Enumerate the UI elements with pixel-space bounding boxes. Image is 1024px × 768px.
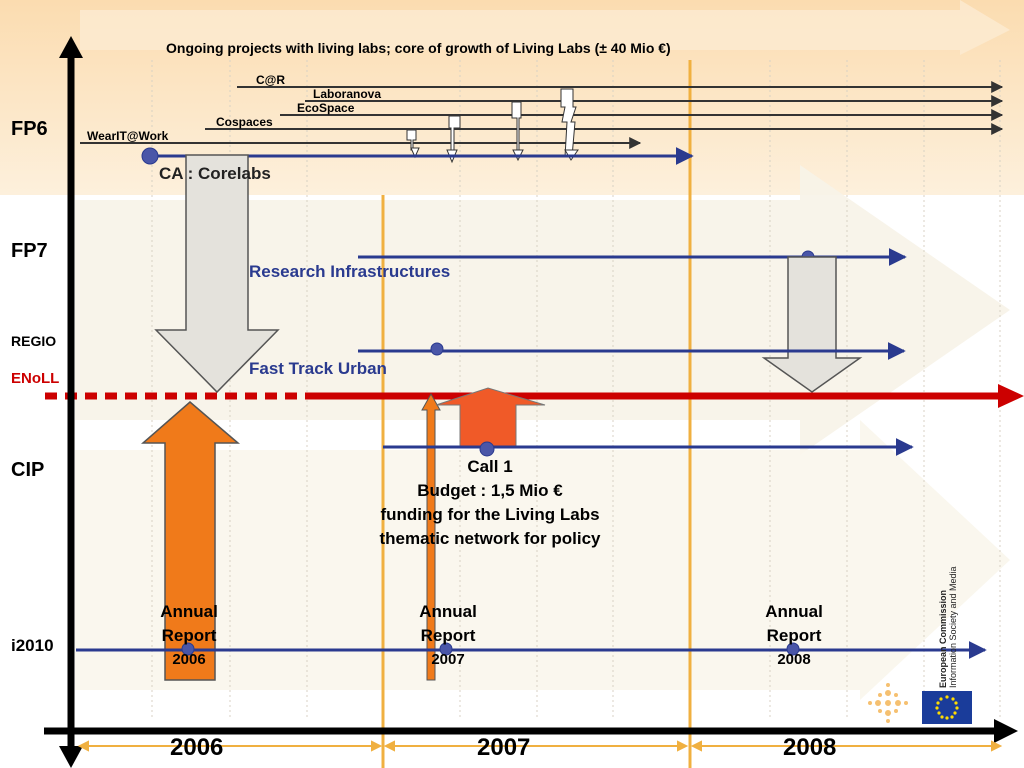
enoll-arrowhead xyxy=(998,384,1024,408)
regio-dot xyxy=(430,342,444,356)
corelabs-label: CA : Corelabs xyxy=(159,164,271,183)
project-wearit: WearIT@Work xyxy=(87,129,169,143)
annual-report-2006-line1: Annual xyxy=(160,602,218,621)
call1-line4: thematic network for policy xyxy=(379,529,601,548)
annual-report-2007-line2: Report xyxy=(420,626,476,645)
i2010-dot-2008 xyxy=(786,642,800,656)
call1-text: Call 1 Budget : 1,5 Mio € funding for th… xyxy=(340,455,640,551)
annual-report-2008-line1: Annual xyxy=(765,602,823,621)
grid-lines xyxy=(151,60,1001,720)
project-laboranova: Laboranova xyxy=(313,87,382,101)
year-range-arrows xyxy=(77,740,1003,752)
annual-report-2007-line3: 2007 xyxy=(431,651,465,668)
annual-report-2006-line3: 2006 xyxy=(172,651,206,668)
i2010-dot-2006 xyxy=(181,642,195,656)
call1-line1: Call 1 xyxy=(467,457,513,476)
logo-line1: European Commission xyxy=(938,589,948,688)
i2010-dot-2007 xyxy=(439,642,453,656)
annual-report-2007-line1: Annual xyxy=(419,602,477,621)
eu-flag xyxy=(922,691,972,724)
row-label-fp7: FP7 xyxy=(11,240,48,262)
chart-title: Ongoing projects with living labs; core … xyxy=(166,40,671,56)
call1-line2: Budget : 1,5 Mio € xyxy=(417,481,563,500)
row-label-fp6: FP6 xyxy=(11,118,48,140)
corelabs-dot xyxy=(141,147,159,165)
orange-up-arrow-2006 xyxy=(140,401,241,681)
fp6-project-lines xyxy=(80,81,1004,164)
annual-report-2007: Annual Report 2007 xyxy=(398,600,498,672)
annual-report-2008-line2: Report xyxy=(766,626,822,645)
annual-report-2008-line3: 2008 xyxy=(777,651,811,668)
research-infrastructures-label: Research Infrastructures xyxy=(249,262,451,281)
fp7-down-arrow xyxy=(761,256,863,393)
year-2008: 2008 xyxy=(783,734,837,761)
orange-up-arrow-2007 xyxy=(421,392,441,681)
fast-track-urban-label: Fast Track Urban xyxy=(249,359,387,378)
row-label-cip: CIP xyxy=(11,459,45,481)
row-label-enoll: ENoLL xyxy=(11,370,60,387)
cip-dot xyxy=(479,441,495,457)
project-cospaces: Cospaces xyxy=(216,115,273,129)
year-2007: 2007 xyxy=(477,734,531,761)
call1-line3: funding for the Living Labs xyxy=(380,505,600,524)
year-2006: 2006 xyxy=(170,734,224,761)
row-label-i2010: i2010 xyxy=(11,636,54,655)
row-label-regio: REGIO xyxy=(11,333,57,349)
annual-report-2008: Annual Report 2008 xyxy=(744,600,844,672)
annual-report-2006-line2: Report xyxy=(161,626,217,645)
dot-logo xyxy=(868,683,908,723)
project-car: C@R xyxy=(256,73,286,87)
corelabs-down-arrow xyxy=(154,154,280,394)
annual-report-2006: Annual Report 2006 xyxy=(139,600,239,672)
logo-line2: Information Society and Media xyxy=(948,566,958,688)
project-ecospace: EcoSpace xyxy=(297,101,355,115)
